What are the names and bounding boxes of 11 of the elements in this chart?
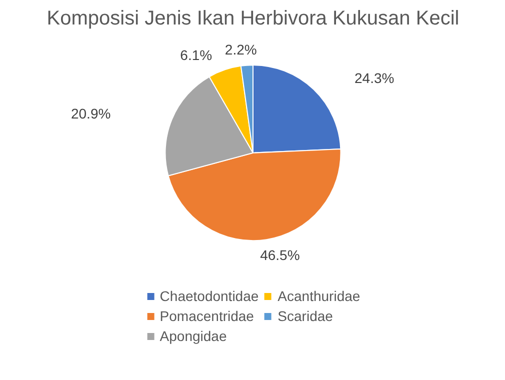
data-label: 46.5% bbox=[260, 247, 300, 264]
data-label: 2.2% bbox=[224, 42, 257, 58]
legend-label: Apongidae bbox=[160, 328, 227, 344]
legend-label: Pomacentridae bbox=[160, 308, 254, 324]
chart-title: Komposisi Jenis Ikan Herbivora Kukusan Kecil bbox=[46, 8, 460, 30]
legend-label: Chaetodontidae bbox=[160, 288, 259, 304]
data-label: 20.9% bbox=[70, 105, 111, 122]
data-label: 24.3% bbox=[354, 70, 394, 86]
data-label: 6.1% bbox=[180, 46, 212, 63]
legend-label: Acanthuridae bbox=[278, 288, 360, 304]
legend-label: Scaridae bbox=[278, 308, 333, 324]
